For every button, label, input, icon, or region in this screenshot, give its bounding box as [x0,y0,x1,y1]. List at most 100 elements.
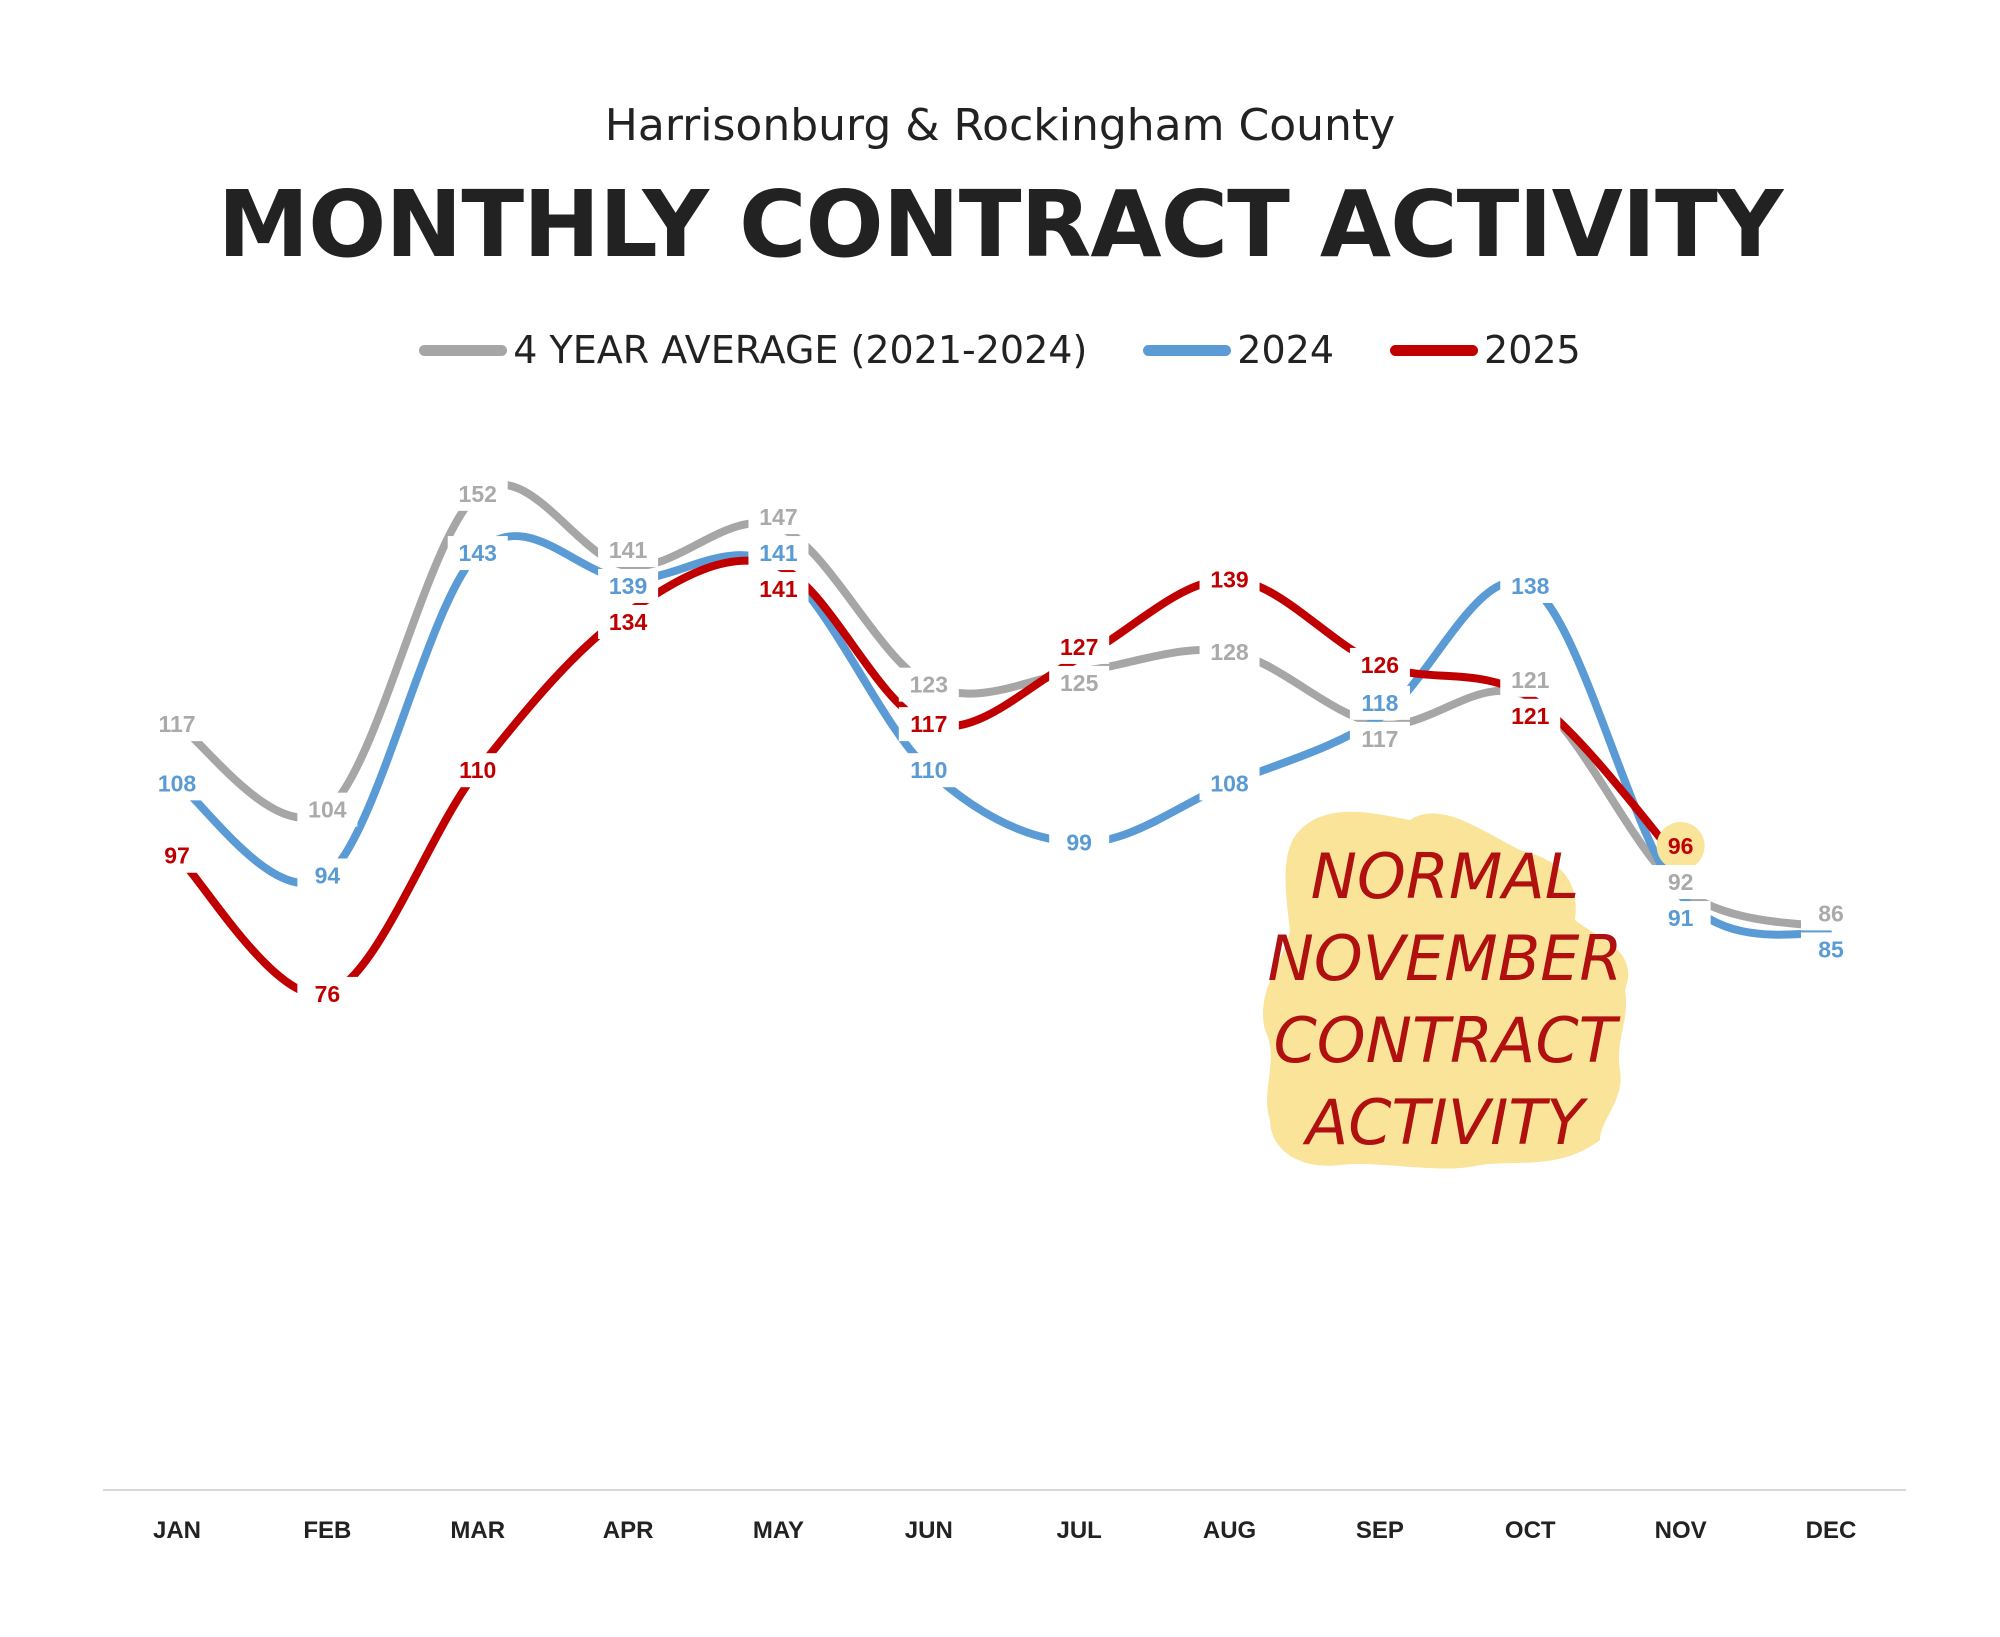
data-label: 104 [308,797,347,823]
x-tick-label: FEB [303,1517,351,1544]
data-label: 76 [315,981,341,1007]
data-label: 121 [1511,667,1550,693]
data-label: 143 [459,540,497,566]
legend-item-average: 4 YEAR AVERAGE (2021-2024) [419,328,1087,372]
data-label-background [748,536,809,571]
data-label-background [1049,629,1110,664]
legend-swatch-2025 [1390,344,1479,356]
x-tick-label: APR [603,1517,654,1544]
data-label: 92 [1668,869,1694,895]
data-label-background [147,707,207,742]
data-label-background [1199,766,1260,801]
data-label-background [1349,721,1410,756]
annotation-text: ACTIVITY [1302,1086,1588,1159]
data-label: 99 [1066,830,1092,856]
data-label: 128 [1210,639,1249,665]
x-tick-label: AUG [1203,1517,1256,1544]
data-label: 127 [1060,634,1098,660]
data-label: 94 [315,862,341,888]
data-label: 117 [910,711,947,737]
data-label-background [1650,901,1711,936]
annotation-text: CONTRACT [1274,1004,1621,1077]
data-label: 139 [1210,566,1248,592]
chart-title: MONTHLY CONTRACT ACTIVITY [217,171,1784,278]
data-label: 141 [759,576,798,602]
legend-swatch-2024 [1143,344,1232,356]
data-label-background [147,838,207,873]
data-label-background [297,858,358,893]
data-label: 147 [759,504,797,530]
chart-subtitle: Harrisonburg & Rockingham County [604,100,1396,151]
data-label-background [598,604,659,639]
data-label: 134 [609,609,648,635]
data-label-background [1500,698,1561,733]
data-label-background [1199,634,1260,669]
data-label-background [1049,825,1110,860]
data-label: 117 [158,711,195,737]
data-label-background [297,792,358,827]
data-label: 110 [459,757,496,783]
data-label: 125 [1060,670,1099,696]
data-label-background [748,500,809,535]
data-label: 141 [759,540,798,566]
data-label-background [1049,665,1110,700]
data-label: 138 [1511,573,1550,599]
x-tick-label: OCT [1505,1517,1556,1544]
data-label: 91 [1668,905,1694,931]
data-label-background [598,568,659,603]
data-label: 118 [1361,690,1398,716]
data-label: 121 [1511,703,1550,729]
data-label-background [447,476,508,511]
data-label-background [1650,865,1711,900]
x-tick-label: NOV [1655,1517,1707,1544]
x-tick-label: MAY [753,1517,804,1544]
series-line-1 [174,532,1833,939]
data-label-background [1349,685,1410,720]
data-label: 123 [910,672,948,698]
x-tick-label: JUL [1057,1517,1102,1544]
highlight-circle [1656,822,1705,871]
data-label-background [1500,662,1561,697]
annotation: NORMAL NOVEMBER CONTRACT ACTIVITY [1262,811,1629,1169]
data-label: 126 [1361,652,1399,678]
data-label-background [1199,562,1260,597]
x-tick-label: SEP [1356,1517,1404,1544]
data-label: 141 [609,537,648,563]
annotation-highlight [1262,811,1629,1169]
data-label-background [1500,568,1561,603]
legend-label: 2024 [1237,328,1335,372]
x-tick-label: DEC [1806,1517,1857,1544]
data-label-background [1349,647,1410,682]
data-label-background [447,536,508,571]
data-label: 110 [910,757,947,783]
data-label-background [297,976,358,1011]
data-label-background [898,667,959,702]
annotation-text: NORMAL [1311,840,1580,913]
data-label-background [898,707,959,742]
data-label-background [598,532,659,567]
data-label-background [1801,896,1861,931]
data-label: 152 [459,481,497,507]
data-label-background [447,753,508,788]
data-label-background [1801,932,1861,967]
data-label: 117 [1361,726,1398,752]
x-tick-label: JUN [905,1517,953,1544]
legend-label: 4 YEAR AVERAGE (2021-2024) [513,328,1088,372]
x-tick-label: JAN [153,1517,201,1544]
data-label: 139 [609,573,647,599]
data-label-background [748,572,809,607]
data-label: 86 [1818,900,1844,926]
data-label-background [147,766,207,801]
data-label-background [898,753,959,788]
data-label: 97 [164,843,190,869]
legend-swatch-average [419,344,508,356]
legend: 4 YEAR AVERAGE (2021-2024) 2024 2025 [0,328,2000,372]
legend-item-2025: 2025 [1390,328,1581,372]
data-label: 96 [1668,833,1694,859]
legend-label: 2025 [1484,328,1581,372]
data-label: 108 [1210,770,1249,796]
legend-item-2024: 2024 [1143,328,1334,372]
data-label: 85 [1818,936,1844,962]
annotation-text: NOVEMBER [1267,922,1622,995]
